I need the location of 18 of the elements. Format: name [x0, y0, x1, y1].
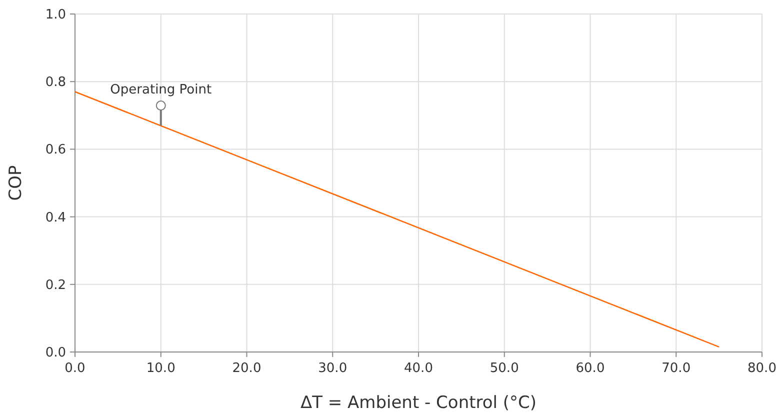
x-tick-label: 30.0	[318, 361, 348, 376]
x-tick-label: 50.0	[490, 361, 519, 376]
x-tick-label: 60.0	[576, 361, 605, 376]
y-axis-title: COP	[6, 165, 26, 201]
y-tick-label: 0.8	[45, 75, 66, 90]
x-tick-label: 10.0	[146, 361, 176, 376]
y-tick-label: 0.6	[45, 142, 66, 158]
x-tick-label: 20.0	[232, 361, 262, 376]
y-tick-label: 1.0	[45, 8, 66, 22]
x-tick-label: 80.0	[748, 361, 776, 376]
x-tick-label: 70.0	[662, 361, 691, 376]
y-tick-label: 0.2	[45, 278, 66, 293]
x-axis-title: ΔT = Ambient - Control (°C)	[300, 393, 537, 413]
x-tick-label: 0.0	[64, 361, 86, 376]
annotation: Operating Point	[110, 82, 212, 98]
y-tick-label: 0.4	[45, 210, 66, 226]
x-tick-label: 40.0	[404, 361, 433, 376]
y-tick-label: 0.0	[45, 346, 66, 360]
